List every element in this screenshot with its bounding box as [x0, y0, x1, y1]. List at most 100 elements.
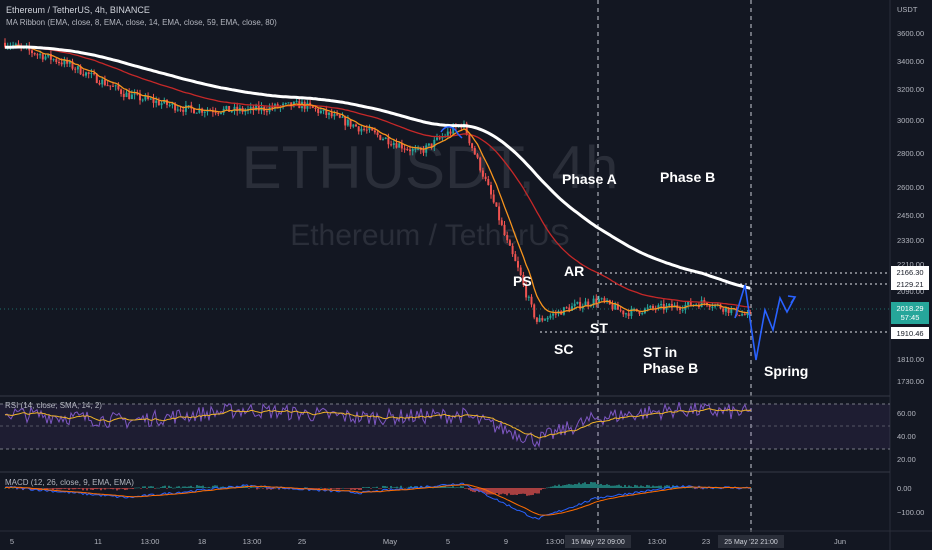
macd-bar — [60, 488, 62, 490]
macd-bar — [620, 485, 622, 488]
macd-bar — [472, 488, 474, 492]
candle-body — [271, 106, 274, 109]
macd-bar — [426, 485, 428, 488]
candle-body — [419, 148, 422, 151]
candle-body — [427, 143, 430, 146]
candle-body — [184, 105, 187, 112]
macd-bar — [258, 488, 260, 489]
macd-bar — [558, 484, 560, 488]
macd-bar — [18, 488, 20, 489]
macd-bar — [158, 487, 160, 489]
watermark-name: Ethereum / TetherUS — [290, 219, 570, 252]
macd-bar — [120, 488, 122, 489]
macd-bar — [360, 488, 362, 490]
candle-body — [484, 176, 487, 180]
candle-body — [255, 105, 258, 111]
candle-body — [641, 313, 644, 315]
candle-body — [433, 139, 436, 147]
candle-body — [738, 314, 741, 316]
macd-bar — [182, 486, 184, 488]
price-tick: 2090.00 — [897, 287, 924, 296]
candle-body — [284, 103, 287, 105]
ema-59-line[interactable] — [5, 46, 751, 308]
top-marker — [440, 126, 463, 139]
candle-body — [352, 124, 355, 127]
macd-bar — [526, 488, 528, 496]
candle-body — [179, 109, 182, 111]
candle-body — [112, 85, 114, 87]
candle-body — [311, 105, 314, 108]
candle-body — [338, 114, 341, 118]
macd-bar — [152, 486, 154, 488]
bar-countdown: 57:45 — [901, 313, 920, 322]
macd-bar — [276, 487, 278, 489]
chart-title: Ethereum / TetherUS, 4h, BINANCE — [6, 5, 150, 15]
macd-bar — [348, 488, 350, 489]
candle-body — [206, 110, 209, 112]
rsi-legend[interactable]: RSI (14, close, SMA, 14, 2) — [5, 401, 102, 410]
candle-body — [193, 108, 195, 114]
candle-body — [141, 99, 144, 101]
current-price-tag[interactable] — [891, 302, 929, 324]
time-tick: 13:00 — [243, 537, 262, 546]
macd-bar — [690, 487, 692, 488]
candle-body — [71, 61, 74, 69]
label-ar: AR — [564, 263, 584, 279]
candle-body — [31, 50, 33, 54]
macd-bar — [386, 486, 388, 488]
candle-body — [74, 68, 77, 70]
macd-bar — [90, 488, 92, 490]
macd-bar — [196, 485, 198, 488]
candle-body — [473, 148, 476, 155]
macd-bar — [402, 487, 404, 489]
candle-body — [727, 307, 730, 313]
level-low-value: 1910.46 — [896, 329, 923, 338]
macd-bar — [248, 488, 250, 489]
macd-bar — [518, 488, 520, 495]
macd-bar — [172, 487, 174, 489]
price-tick: 2210.00 — [897, 260, 924, 269]
macd-bar — [20, 488, 22, 489]
macd-bar — [640, 485, 642, 488]
macd-bar — [334, 488, 336, 489]
time-tick: Jun — [834, 537, 846, 546]
macd-bar — [246, 486, 248, 488]
candle-body — [708, 305, 711, 307]
macd-bar — [352, 488, 354, 490]
macd-bar — [250, 486, 252, 488]
rsi-ma-line[interactable] — [4, 408, 752, 439]
macd-bar — [82, 488, 84, 491]
candle-body — [500, 220, 503, 225]
ma-ribbon-legend[interactable]: MA Ribbon (EMA, close, 8, EMA, close, 14… — [6, 18, 277, 27]
candle-body — [414, 148, 417, 150]
ema-80-line[interactable] — [5, 45, 751, 290]
candle-body — [195, 112, 198, 114]
time-axis[interactable]: 5 11 13:00 18 13:00 25 May 5 9 13:00 13:00 23 Jun — [10, 537, 846, 546]
candle-body — [39, 54, 42, 56]
macd-bar — [514, 488, 516, 495]
candle-body — [552, 313, 555, 316]
candle-body — [41, 54, 44, 60]
macd-bar — [534, 488, 536, 494]
macd-bar — [444, 486, 446, 488]
macd-bar — [624, 484, 626, 488]
macd-legend[interactable]: MACD (12, 26, close, 9, EMA, EMA) — [5, 478, 134, 487]
macd-bar — [170, 486, 172, 488]
time-tick: 5 — [446, 537, 450, 546]
candle-body — [376, 132, 379, 136]
macd-bar — [252, 487, 254, 488]
macd-bar — [576, 484, 578, 488]
macd-bar — [666, 485, 668, 488]
projection-path[interactable] — [734, 284, 796, 361]
candle-body — [344, 116, 347, 126]
ema-8-line[interactable] — [4, 45, 751, 314]
macd-bar — [506, 488, 508, 496]
signal-line[interactable] — [4, 484, 751, 516]
macd-bar — [516, 488, 518, 496]
macd-bar — [484, 488, 486, 493]
macd-bar — [364, 487, 366, 488]
time-tick: 11 — [94, 537, 102, 546]
rsi-line[interactable] — [4, 402, 752, 448]
